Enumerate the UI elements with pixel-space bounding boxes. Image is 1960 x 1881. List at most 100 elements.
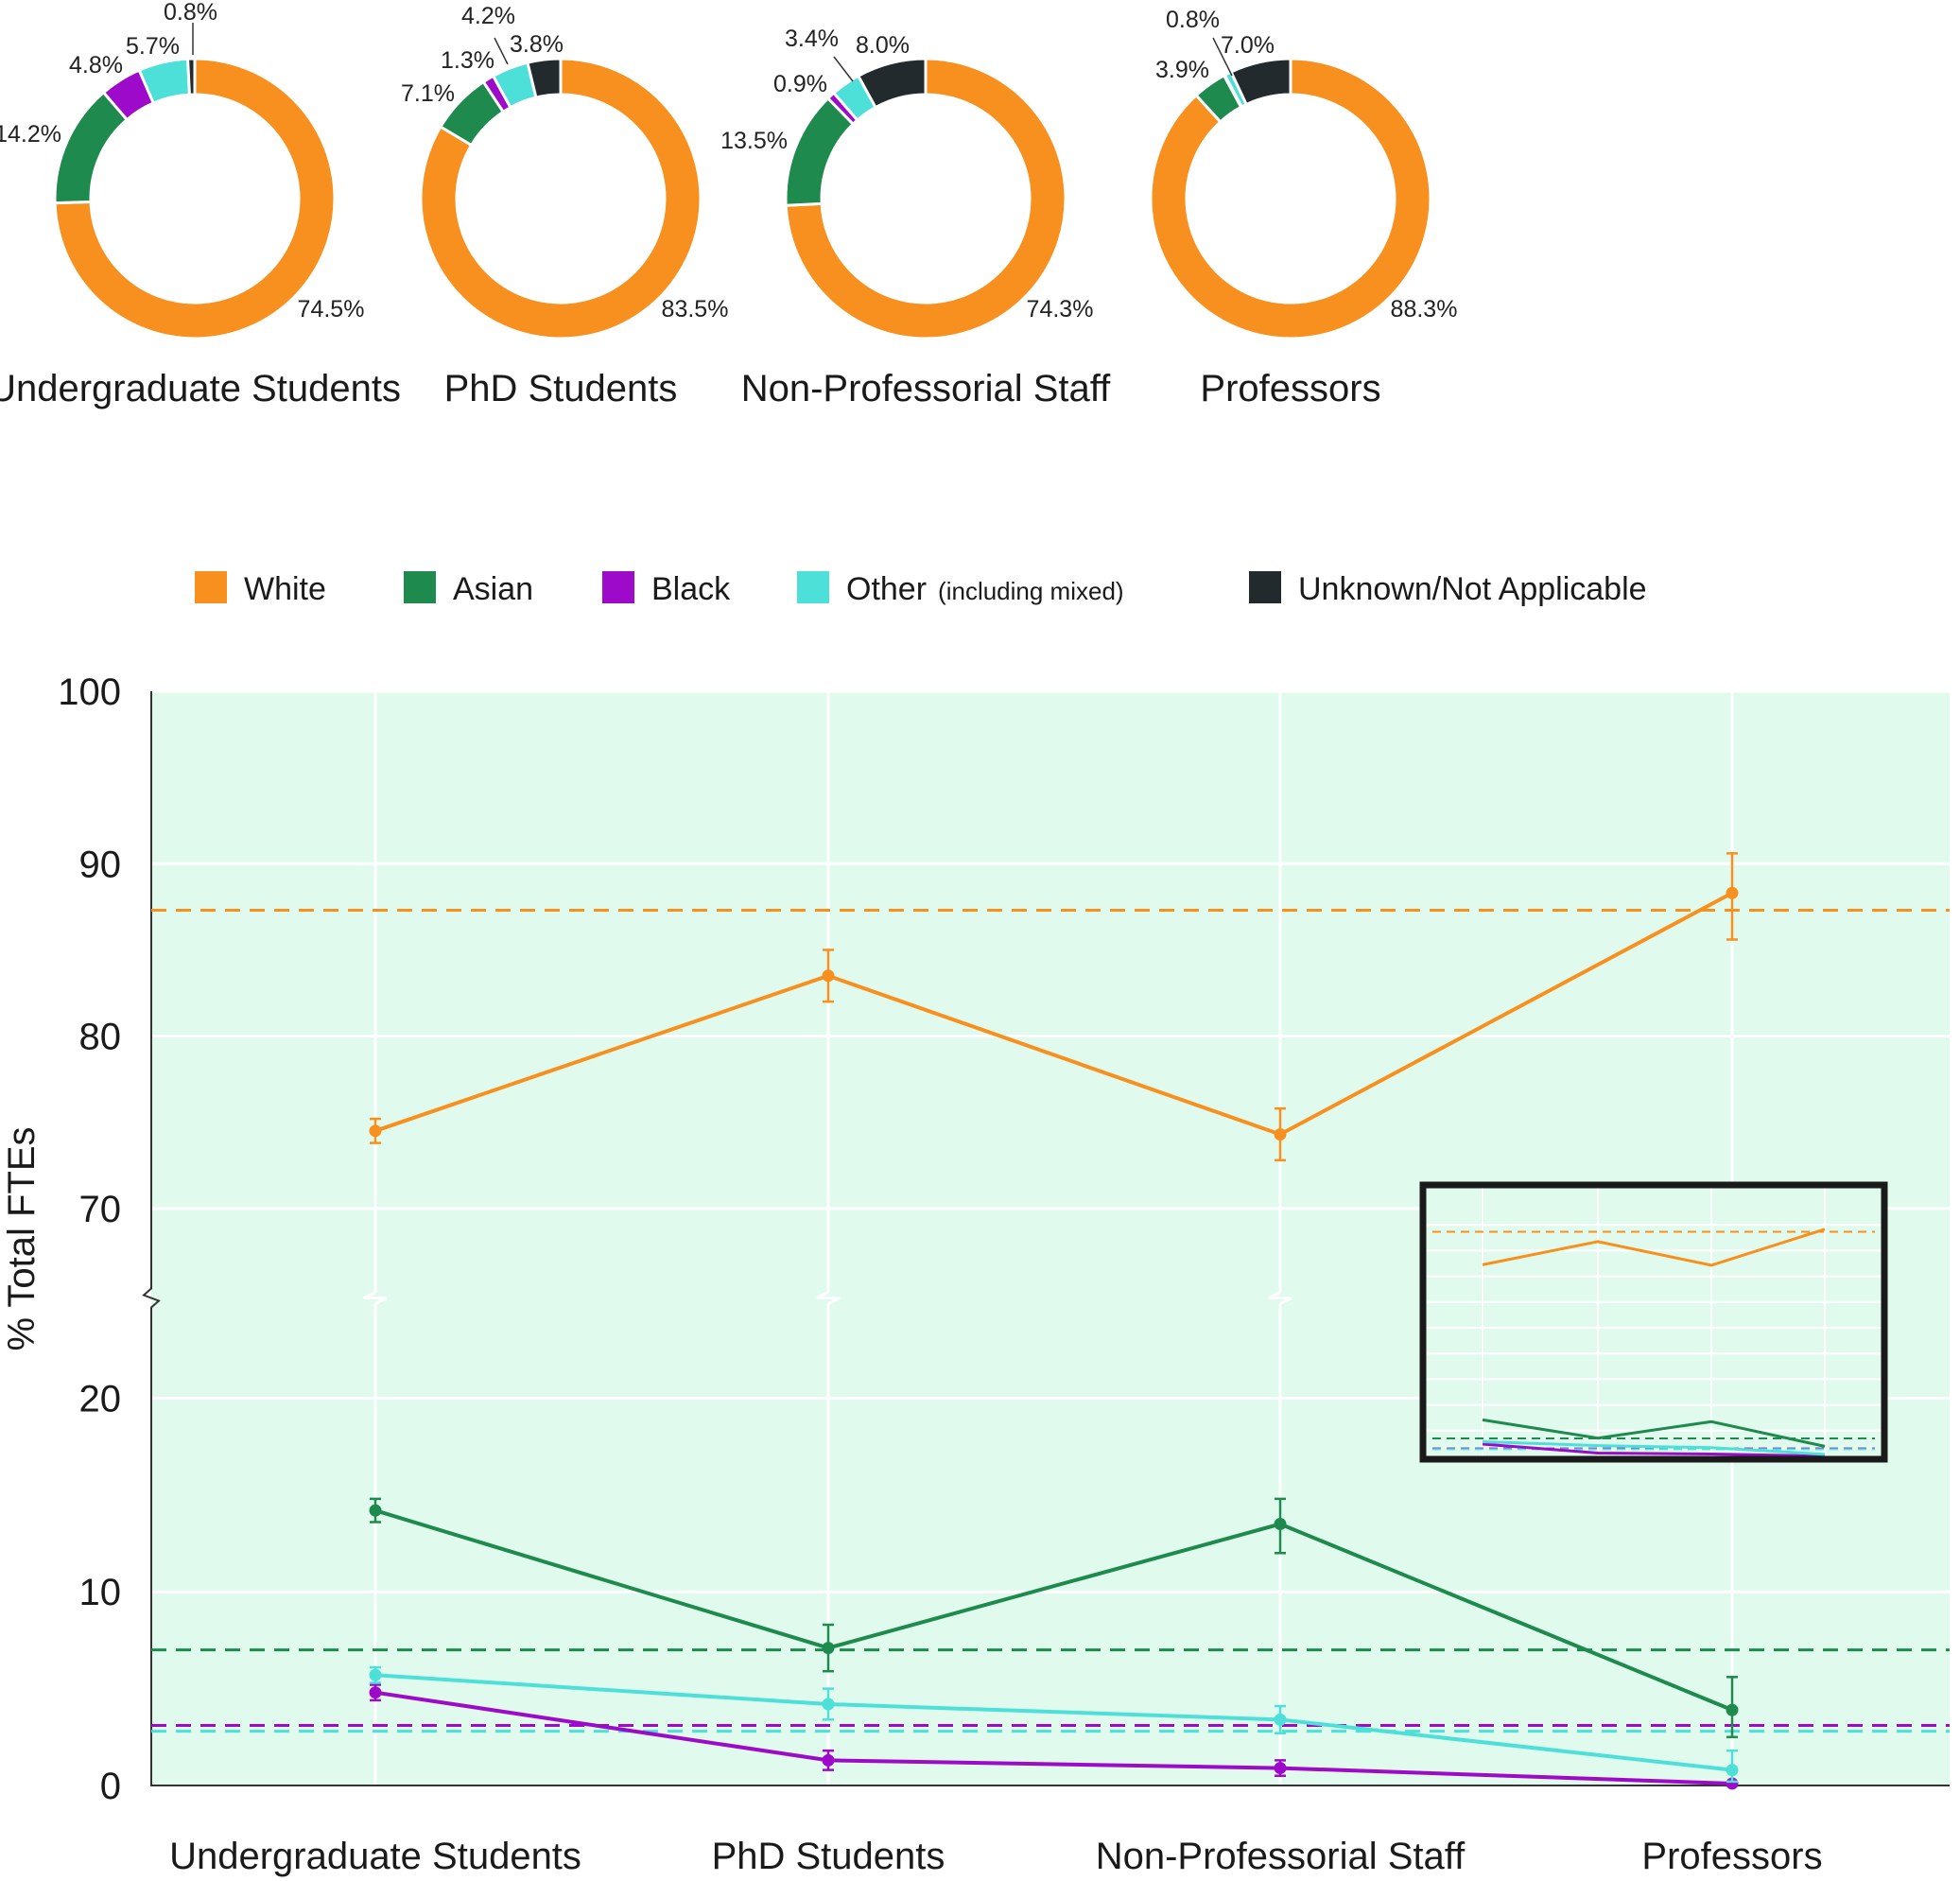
inset-series-white xyxy=(1482,1228,1826,1267)
axis-break-mark xyxy=(1268,1291,1292,1305)
legend-item-other: Other (including mixed) xyxy=(797,571,1124,607)
donut-undergraduate-students: 74.5% 14.2% 4.8%5.7% 0.8% Undergraduate Stud… xyxy=(0,0,401,409)
slice-label-asian: 13.5% xyxy=(720,128,788,154)
x-tick-label: Undergraduate Students xyxy=(169,1836,581,1877)
leader-line xyxy=(1212,37,1233,77)
inset-frame xyxy=(1419,1181,1888,1463)
series-asian xyxy=(369,1497,1739,1739)
y-tick-label: 100 xyxy=(58,671,121,713)
data-point xyxy=(1274,1762,1287,1775)
slice-label-unknown: 3.8% xyxy=(510,31,564,58)
slice-white xyxy=(53,57,337,340)
legend-item-asian: Asian xyxy=(404,571,533,607)
slice-white xyxy=(419,57,702,340)
data-point xyxy=(822,1753,835,1767)
slice-label-unknown: 0.8% xyxy=(164,0,217,26)
slice-label-other: 0.8% xyxy=(1166,7,1220,33)
axes xyxy=(142,691,1950,1786)
slice-white xyxy=(784,57,1067,340)
axis-break-mark xyxy=(816,1291,841,1305)
legend-label: Asian xyxy=(453,571,533,607)
legend-swatch xyxy=(404,571,436,603)
donut-professors: 88.3% 3.9% 0.8%7.0% Professors xyxy=(1149,7,1458,409)
series-white xyxy=(369,852,1739,1162)
y-tick-label: 10 xyxy=(79,1572,122,1613)
data-point xyxy=(822,1642,835,1655)
inset-series-black xyxy=(1482,1442,1826,1458)
legend-swatch xyxy=(602,571,634,603)
donut-title: PhD Students xyxy=(444,368,678,409)
donut-title: Undergraduate Students xyxy=(0,368,401,409)
slice-unknown xyxy=(856,57,928,110)
data-point xyxy=(1274,1713,1287,1726)
slice-label-unknown: 8.0% xyxy=(856,32,910,59)
data-point xyxy=(1726,1703,1739,1716)
series-line xyxy=(374,1508,1733,1712)
series-line xyxy=(374,1673,1733,1772)
slice-label-other: 5.7% xyxy=(126,33,180,60)
inset-series-asian xyxy=(1482,1418,1826,1448)
slice-label-asian: 7.1% xyxy=(401,80,455,107)
slice-label-asian: 14.2% xyxy=(0,121,61,148)
legend-item-unknown: Unknown/Not Applicable xyxy=(1249,571,1647,607)
slice-label-white: 88.3% xyxy=(1391,296,1458,322)
data-point xyxy=(822,1698,835,1711)
slice-white xyxy=(1149,57,1432,340)
data-point xyxy=(1726,1764,1739,1777)
y-axis-title: % Total FTEs xyxy=(1,1126,43,1350)
inset-overview xyxy=(1419,1181,1888,1463)
slice-label-white: 83.5% xyxy=(662,296,729,322)
legend-note: (including mixed) xyxy=(938,577,1124,605)
data-point xyxy=(369,1504,382,1517)
donut-phd-students: 83.5% 7.1% 1.3% 4.2%3.8% PhD Students xyxy=(401,3,728,409)
slice-label-other: 4.2% xyxy=(461,3,515,29)
axis-break-mark xyxy=(363,1291,388,1305)
data-point xyxy=(369,1686,382,1699)
legend-item-white: White xyxy=(195,571,326,607)
leader-line xyxy=(833,56,854,82)
y-tick-label: 70 xyxy=(79,1189,122,1230)
slice-unknown xyxy=(185,57,197,96)
data-point xyxy=(369,1124,382,1138)
slice-label-black: 0.9% xyxy=(773,71,827,97)
legend-swatch xyxy=(1249,571,1281,603)
legend: White Asian Black Other (including mixed) Unk… xyxy=(195,571,1647,607)
series-line xyxy=(374,1690,1733,1785)
legend-label: Black xyxy=(651,571,731,607)
legend-swatch xyxy=(195,571,227,603)
inset-background xyxy=(1423,1185,1884,1459)
donut-charts: 74.5% 14.2% 4.8%5.7% 0.8% Undergraduate Stud… xyxy=(0,0,1457,409)
series-other xyxy=(369,1665,1739,1784)
x-tick-label: Non-Professorial Staff xyxy=(1096,1836,1466,1877)
data-point xyxy=(1274,1127,1287,1141)
legend-label: White xyxy=(244,571,326,607)
leader-line xyxy=(494,37,509,65)
y-tick-label: 20 xyxy=(79,1378,122,1419)
slice-label-asian: 3.9% xyxy=(1155,57,1209,83)
donut-title: Professors xyxy=(1200,368,1380,409)
x-tick-label: PhD Students xyxy=(712,1836,945,1877)
inset-series-other xyxy=(1482,1439,1826,1456)
slice-label-other: 3.4% xyxy=(785,26,839,52)
legend-item-black: Black xyxy=(602,571,731,607)
donut-title: Non-Professorial Staff xyxy=(741,368,1111,409)
slice-label-white: 74.5% xyxy=(298,296,365,322)
y-tick-label: 0 xyxy=(100,1766,121,1807)
data-point xyxy=(822,969,835,983)
x-tick-label: Professors xyxy=(1641,1836,1822,1877)
data-point xyxy=(1274,1518,1287,1531)
legend-swatch xyxy=(797,571,829,603)
y-tick-label: 90 xyxy=(79,844,122,885)
slice-label-black: 1.3% xyxy=(441,47,494,74)
legend-label: Unknown/Not Applicable xyxy=(1298,571,1647,607)
donut-non-professorial-staff: 74.3% 13.5% 0.9% 3.4% 8.0% Non-Professorial S… xyxy=(720,26,1111,409)
slice-label-white: 74.3% xyxy=(1027,296,1094,322)
y-tick-label: 80 xyxy=(79,1017,122,1058)
line-chart: 0 10 20 70 80 90 100 Undergraduate Students PhD … xyxy=(1,671,1950,1877)
legend-label: Other xyxy=(846,571,927,607)
slice-unknown xyxy=(526,57,563,99)
slice-label-unknown: 7.0% xyxy=(1221,32,1275,59)
slice-label-black: 4.8% xyxy=(69,52,123,78)
data-point xyxy=(1726,886,1739,899)
